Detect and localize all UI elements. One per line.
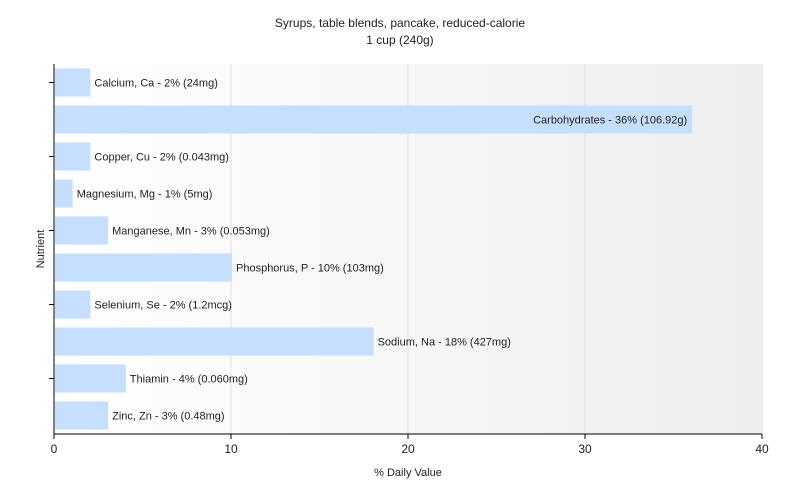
- bar-label: Selenium, Se - 2% (1.2mcg): [94, 300, 232, 312]
- bar-label: Zinc, Zn - 3% (0.48mg): [112, 411, 224, 423]
- bar-label: Carbohydrates - 36% (106.92g): [533, 115, 687, 127]
- bars: Calcium, Ca - 2% (24mg) Carbohydrates - 3…: [55, 68, 693, 430]
- x-tick-label: 30: [578, 442, 592, 456]
- bar: [55, 68, 91, 97]
- bar: [55, 290, 91, 319]
- y-axis-title: Nutrient: [35, 230, 47, 269]
- bar: [55, 253, 232, 282]
- bar: [55, 216, 109, 245]
- bar: [55, 401, 109, 430]
- ticks: 0 10 20 30 40: [49, 82, 769, 456]
- bar: [55, 327, 374, 356]
- bar: [55, 142, 91, 171]
- bar: [55, 179, 73, 208]
- x-axis-title: % Daily Value: [374, 467, 442, 479]
- bar-label: Thiamin - 4% (0.060mg): [130, 374, 248, 386]
- x-tick-label: 10: [224, 442, 238, 456]
- bar-label: Sodium, Na - 18% (427mg): [378, 337, 511, 349]
- bar-label: Copper, Cu - 2% (0.043mg): [94, 152, 229, 164]
- chart-title: Syrups, table blends, pancake, reduced-c…: [275, 16, 525, 30]
- x-tick-label: 20: [401, 442, 415, 456]
- bar-label: Magnesium, Mg - 1% (5mg): [77, 189, 213, 201]
- x-tick-label: 40: [755, 442, 769, 456]
- bar-label: Manganese, Mn - 3% (0.053mg): [112, 226, 270, 238]
- chart-subtitle: 1 cup (240g): [366, 33, 433, 47]
- bar: [55, 364, 126, 393]
- bar: [55, 105, 693, 134]
- bar-label: Calcium, Ca - 2% (24mg): [94, 78, 217, 90]
- bar-label: Phosphorus, P - 10% (103mg): [236, 263, 384, 275]
- x-tick-label: 0: [51, 442, 58, 456]
